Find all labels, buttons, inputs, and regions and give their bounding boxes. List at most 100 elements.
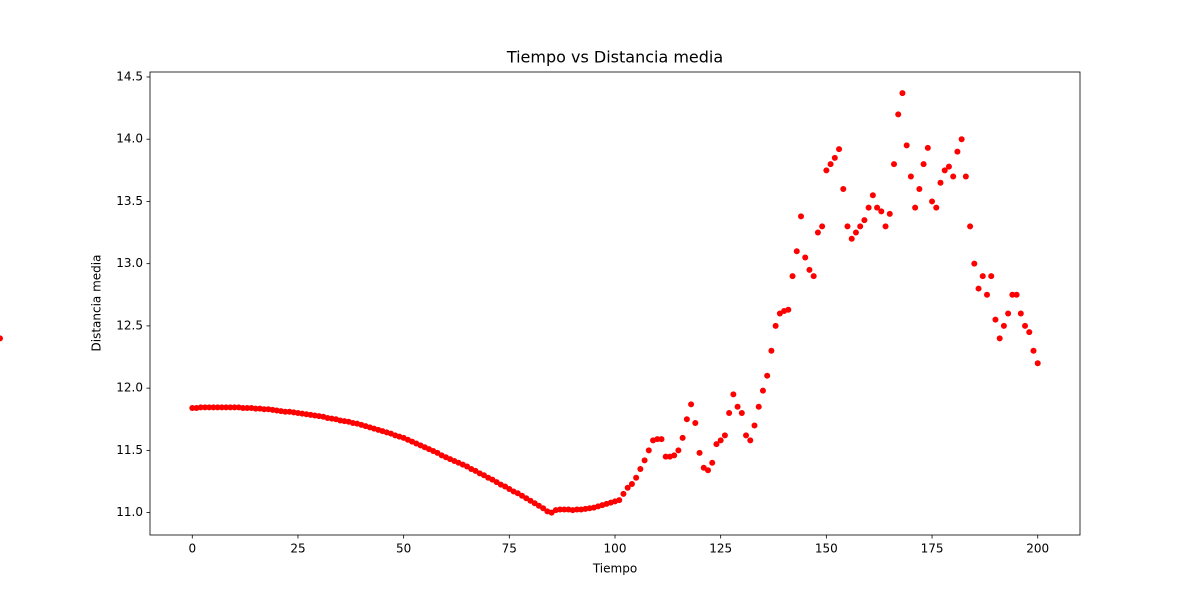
data-point (244, 405, 251, 412)
data-point (958, 136, 965, 143)
data-point (1034, 360, 1041, 367)
data-point (831, 154, 838, 161)
data-point (768, 347, 775, 354)
x-tick-label: 150 (815, 542, 838, 556)
data-point (231, 404, 238, 411)
data-point (227, 404, 234, 411)
data-point (573, 506, 580, 513)
data-point (641, 457, 648, 464)
y-tick-label: 13.5 (116, 194, 143, 208)
data-point (814, 229, 821, 236)
data-point (903, 142, 910, 149)
data-point (561, 506, 568, 513)
data-point (197, 404, 204, 411)
data-point (984, 291, 990, 298)
y-tick-label: 12.0 (116, 381, 143, 395)
data-point (975, 285, 982, 292)
data-point (962, 173, 969, 180)
data-point (1026, 329, 1033, 336)
data-point (895, 111, 902, 118)
data-point (688, 401, 695, 408)
data-point (0, 335, 3, 342)
data-point (1000, 322, 1007, 329)
x-axis-label: Tiempo (592, 562, 637, 576)
data-point (738, 410, 745, 417)
y-tick-label: 12.5 (116, 318, 143, 332)
data-point (967, 223, 974, 230)
data-point (713, 441, 720, 448)
data-point (709, 459, 716, 466)
data-point (692, 419, 699, 426)
data-point (772, 322, 779, 329)
data-point (869, 192, 876, 199)
data-point (920, 161, 927, 168)
data-point (624, 484, 631, 491)
data-point (633, 474, 640, 481)
data-point (802, 254, 809, 261)
y-tick-label: 14.0 (116, 132, 143, 146)
data-point (819, 223, 826, 230)
data-point (785, 306, 792, 313)
data-point (730, 391, 737, 398)
data-point (282, 408, 289, 415)
data-point (924, 144, 931, 151)
data-point (726, 410, 733, 417)
data-point (793, 248, 800, 255)
x-tick-label: 0 (188, 542, 196, 556)
y-tick-label: 13.0 (116, 256, 143, 270)
x-tick-label: 200 (1026, 542, 1049, 556)
data-point (240, 405, 246, 412)
data-point (899, 90, 906, 97)
data-point (798, 213, 804, 220)
x-tick-label: 50 (396, 542, 411, 556)
data-point (628, 480, 635, 487)
data-point (1005, 310, 1012, 317)
data-point (789, 273, 796, 280)
data-point (971, 260, 978, 267)
chart-title: Tiempo vs Distancia media (506, 48, 723, 67)
data-point (662, 453, 669, 460)
data-point (937, 179, 944, 186)
data-point (751, 422, 758, 429)
data-point (206, 404, 213, 411)
data-point (912, 204, 919, 211)
data-point (840, 185, 847, 192)
data-point (261, 406, 268, 413)
data-point (1022, 322, 1029, 329)
data-point (882, 223, 889, 230)
data-point (218, 404, 225, 411)
y-tick-label: 11.0 (116, 505, 143, 519)
data-point (223, 404, 230, 411)
data-point (941, 167, 948, 174)
data-point (874, 204, 881, 211)
data-point (907, 173, 914, 180)
data-point (734, 403, 741, 410)
data-point (1030, 347, 1037, 354)
data-point (945, 163, 952, 170)
data-point (743, 432, 750, 439)
data-point (806, 266, 813, 273)
data-point (717, 437, 724, 444)
data-point (1017, 310, 1024, 317)
data-point (747, 437, 754, 444)
data-point (891, 161, 897, 168)
data-point (201, 404, 208, 411)
data-point (844, 223, 851, 230)
data-point (645, 447, 652, 454)
y-tick-label: 14.5 (116, 69, 143, 83)
data-point (823, 167, 830, 174)
data-point (658, 436, 665, 443)
data-point (996, 335, 1003, 342)
data-point (637, 466, 644, 473)
y-axis-label: Distancia media (90, 255, 104, 352)
data-point (988, 273, 995, 280)
data-point (827, 161, 834, 168)
data-point (252, 405, 259, 412)
data-point (557, 506, 564, 513)
data-point (759, 387, 766, 394)
data-point (210, 404, 217, 411)
data-point (992, 316, 999, 323)
data-point (620, 490, 627, 497)
data-point (1009, 291, 1016, 298)
